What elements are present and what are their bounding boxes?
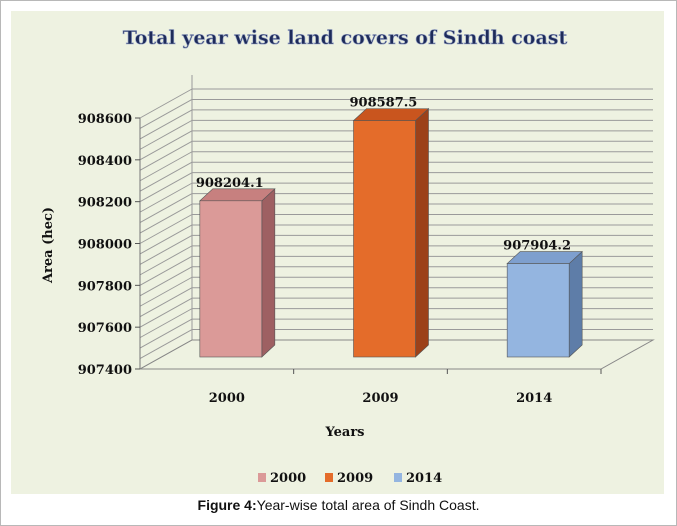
gridline-side — [139, 99, 193, 129]
gridline-side — [139, 224, 193, 255]
x-tick-label: 2014 — [516, 391, 552, 406]
caption-text: Year-wise total area of Sindh Coast. — [256, 497, 480, 513]
data-label-2000: 908204.1 — [196, 176, 264, 191]
gridline-side — [139, 109, 193, 140]
gridline-side — [139, 245, 193, 276]
legend-swatch-2014 — [394, 473, 402, 482]
gridline-side — [139, 234, 193, 265]
y-tick-label: 908600 — [78, 112, 132, 127]
bar-2009 — [353, 120, 416, 358]
gridline-side — [139, 214, 193, 244]
gridline-side — [139, 203, 193, 234]
gridline-side — [139, 88, 193, 119]
gridline-side — [139, 119, 193, 150]
legend-label-2000: 2000 — [270, 471, 306, 486]
chart-title: Total year wise land covers of Sindh coa… — [123, 27, 568, 49]
gridline-side — [139, 130, 193, 161]
gridline-side — [139, 266, 193, 297]
gridline-side — [139, 151, 193, 182]
gridline-side — [139, 140, 193, 171]
legend-label-2009: 2009 — [337, 471, 373, 486]
bar-chart: 907400 907600 907800 908000 908200 908400 9086… — [41, 27, 655, 486]
legend-label-2014: 2014 — [406, 471, 442, 486]
gridline-side — [139, 172, 193, 203]
gridline-side — [139, 287, 193, 318]
data-label-2009: 908587.5 — [350, 96, 418, 111]
caption-label: Figure 4: — [197, 497, 257, 513]
bar-2014 — [506, 263, 570, 358]
gridline-side — [139, 318, 193, 349]
legend-swatch-2009 — [325, 473, 333, 482]
gridline-side — [139, 276, 193, 307]
legend-swatch-2000 — [258, 473, 266, 482]
gridline-side — [139, 161, 193, 192]
bar-side-2014 — [568, 250, 583, 358]
gridline-side — [139, 182, 193, 213]
gridline-side — [139, 193, 193, 224]
y-tick-label: 908000 — [78, 238, 132, 253]
gridline-side — [139, 329, 193, 359]
y-tick-label: 907800 — [78, 279, 132, 294]
y-tick-label: 907400 — [78, 363, 132, 378]
bar-side-2009 — [415, 107, 429, 358]
bar-side-2000 — [261, 188, 276, 358]
bar-2000 — [199, 200, 263, 358]
x-tick-label: 2000 — [209, 391, 245, 406]
figure-caption: Figure 4:Year-wise total area of Sindh C… — [0, 497, 677, 513]
x-axis-title: Years — [324, 425, 364, 440]
y-tick-label: 908200 — [78, 196, 132, 211]
gridline-side — [139, 308, 193, 339]
y-tick-label: 908400 — [78, 154, 132, 169]
gridline-side — [139, 255, 193, 286]
x-tick-label: 2009 — [362, 391, 398, 406]
y-axis-title: Area (hec) — [41, 207, 56, 284]
y-tick-label: 907600 — [78, 321, 132, 336]
data-label-2014: 907904.2 — [503, 239, 571, 254]
gridline-side — [139, 297, 193, 328]
